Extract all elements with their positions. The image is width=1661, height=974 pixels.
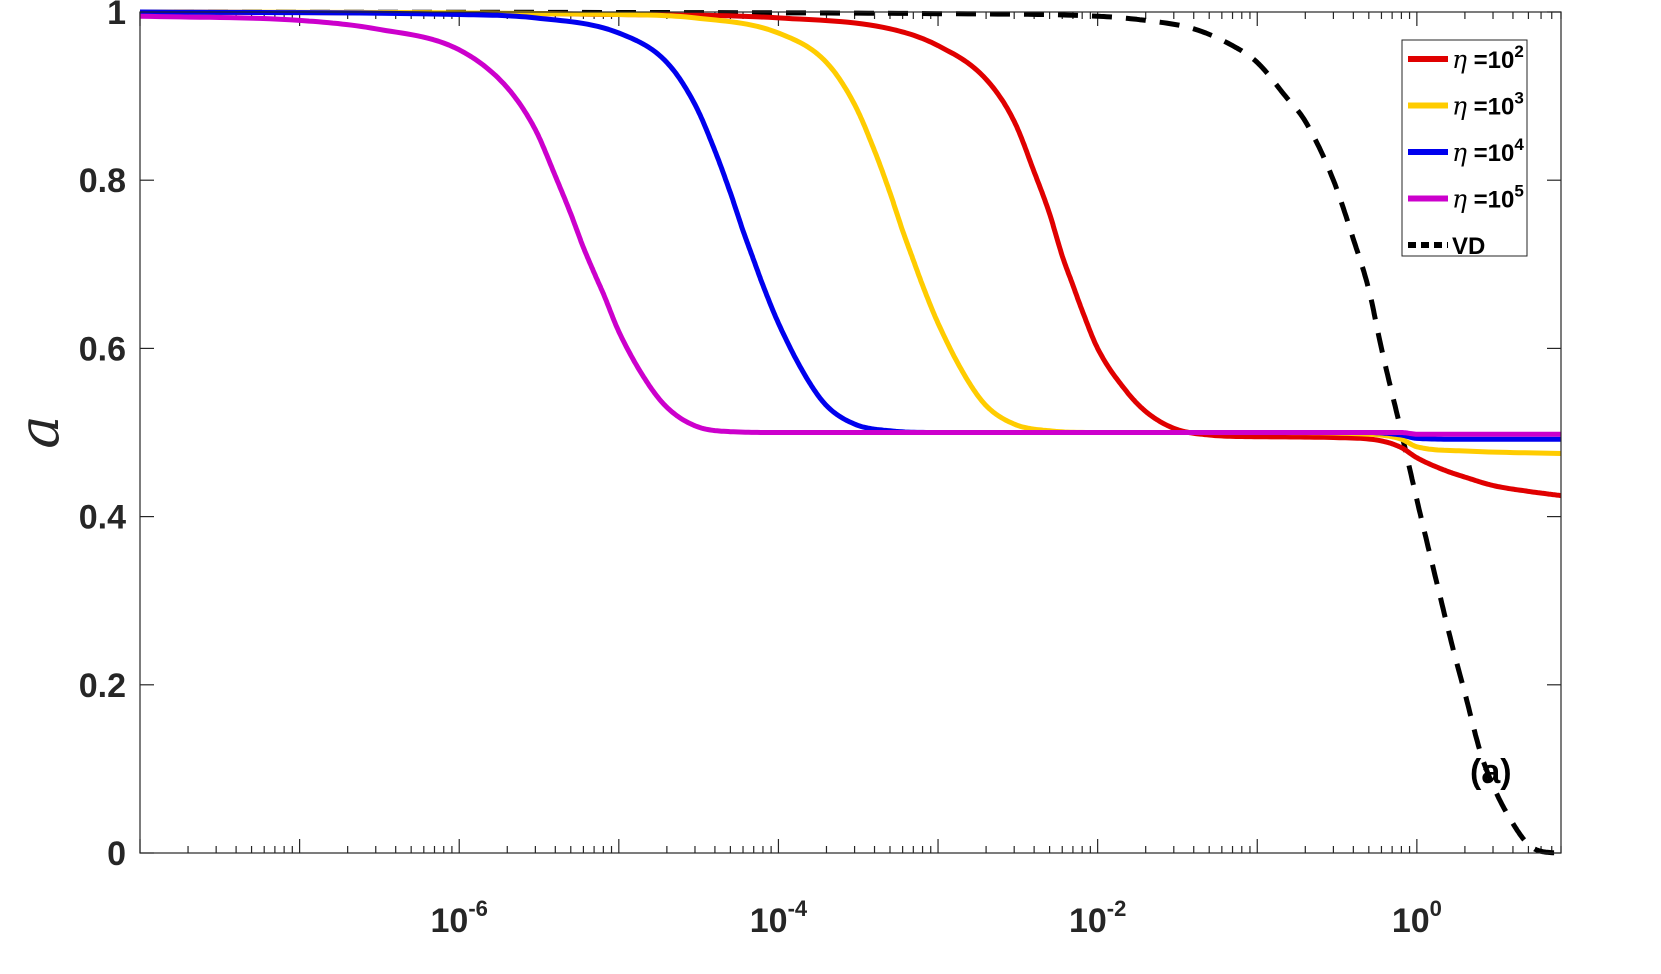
y-tick-label: 0.2 bbox=[79, 667, 126, 705]
x-tick-label: 10-2 bbox=[1069, 896, 1126, 940]
y-tick-label: 1 bbox=[107, 0, 126, 32]
x-tick-label: 100 bbox=[1392, 896, 1442, 940]
y-tick-label: 0.6 bbox=[79, 330, 126, 368]
y-axis-label: a bbox=[7, 415, 72, 448]
legend-box bbox=[1401, 39, 1528, 257]
x-tick-label: 10-4 bbox=[750, 896, 808, 940]
y-tick-label: 0 bbox=[107, 835, 126, 873]
y-tick-label: 0.4 bbox=[79, 499, 126, 537]
y-tick-label: 0.8 bbox=[79, 162, 126, 200]
legend-label: η =104 bbox=[1452, 135, 1524, 167]
series-line-4 bbox=[140, 9, 1563, 856]
panel-annotation: (a) bbox=[1470, 753, 1512, 791]
x-tick-label: 10-6 bbox=[431, 896, 488, 940]
axes-box bbox=[139, 11, 1562, 854]
legend-label: η =102 bbox=[1452, 42, 1524, 74]
legend: η =102 η =103 η =104 η =105 VD bbox=[1401, 39, 1528, 260]
series-line-3 bbox=[139, 13, 1561, 437]
legend-label: VD bbox=[1452, 233, 1485, 260]
legend-label: η =103 bbox=[1452, 89, 1524, 121]
series-line-0 bbox=[139, 9, 1562, 499]
legend-label: η =105 bbox=[1452, 182, 1524, 214]
